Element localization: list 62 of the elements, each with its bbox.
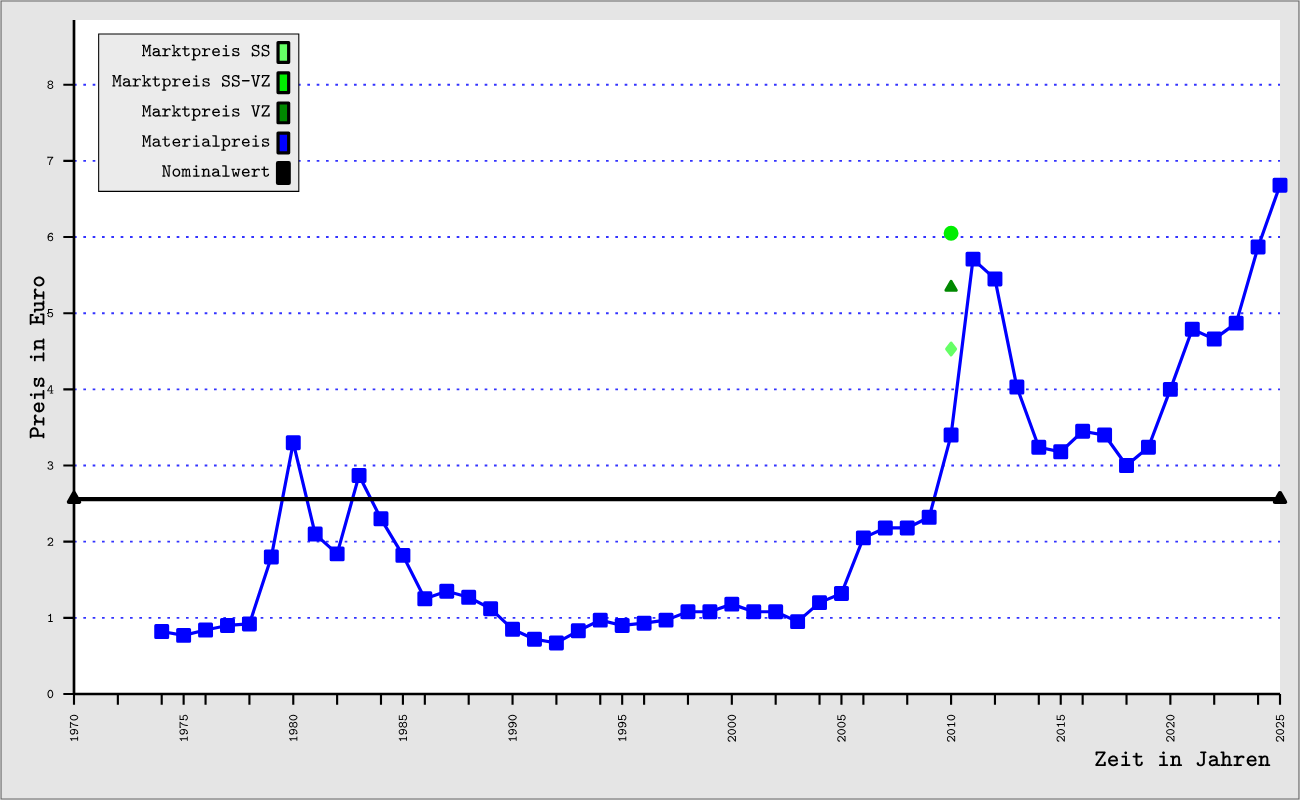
point (176, 627, 192, 643)
point (1184, 321, 1200, 337)
point (746, 604, 762, 620)
legend-label: Marktpreis VZ (142, 105, 270, 121)
point (220, 617, 235, 633)
legend-label: Marktpreis SS (142, 44, 270, 61)
point (943, 427, 959, 443)
point (439, 583, 455, 599)
point (505, 621, 521, 637)
point (855, 530, 871, 546)
point (877, 520, 893, 536)
point (154, 624, 170, 640)
point (395, 547, 411, 563)
point (790, 614, 806, 630)
point (417, 591, 433, 607)
point (702, 604, 718, 620)
legend-label: Nominalwert (162, 165, 270, 177)
point (527, 631, 542, 647)
point (1119, 458, 1134, 473)
point (812, 595, 827, 611)
point (1053, 444, 1069, 460)
point (1228, 315, 1244, 331)
point (285, 435, 301, 451)
point (307, 526, 323, 542)
legend-label: Marktpreis SS-VZ (112, 74, 270, 91)
point (1162, 381, 1178, 397)
y-axis-title: Preis in Euro (29, 276, 45, 439)
point (768, 604, 784, 620)
point (944, 279, 958, 292)
point (263, 549, 279, 565)
point (1031, 439, 1047, 455)
point (921, 509, 937, 525)
point (198, 622, 214, 638)
point (614, 617, 630, 633)
point (329, 546, 345, 562)
x-axis-title: Zeit in Jahren (1095, 751, 1271, 767)
point (548, 635, 564, 651)
point (1075, 423, 1091, 439)
point (899, 520, 915, 536)
point (461, 589, 477, 605)
point (592, 612, 608, 628)
point (483, 601, 499, 617)
point (373, 511, 389, 527)
point (351, 467, 367, 483)
point (636, 615, 652, 631)
point (1206, 331, 1222, 347)
point (241, 616, 257, 632)
point (724, 596, 740, 612)
point (658, 612, 674, 628)
point (1097, 427, 1113, 443)
point (1272, 177, 1288, 193)
point (965, 251, 981, 267)
point (833, 586, 849, 601)
point (1250, 239, 1266, 255)
point (987, 271, 1003, 287)
point (1009, 379, 1025, 395)
point (943, 225, 959, 241)
point (570, 623, 586, 639)
legend-label: Materialpreis (142, 135, 270, 151)
point (680, 604, 696, 620)
point (1140, 439, 1156, 455)
point (945, 341, 958, 357)
